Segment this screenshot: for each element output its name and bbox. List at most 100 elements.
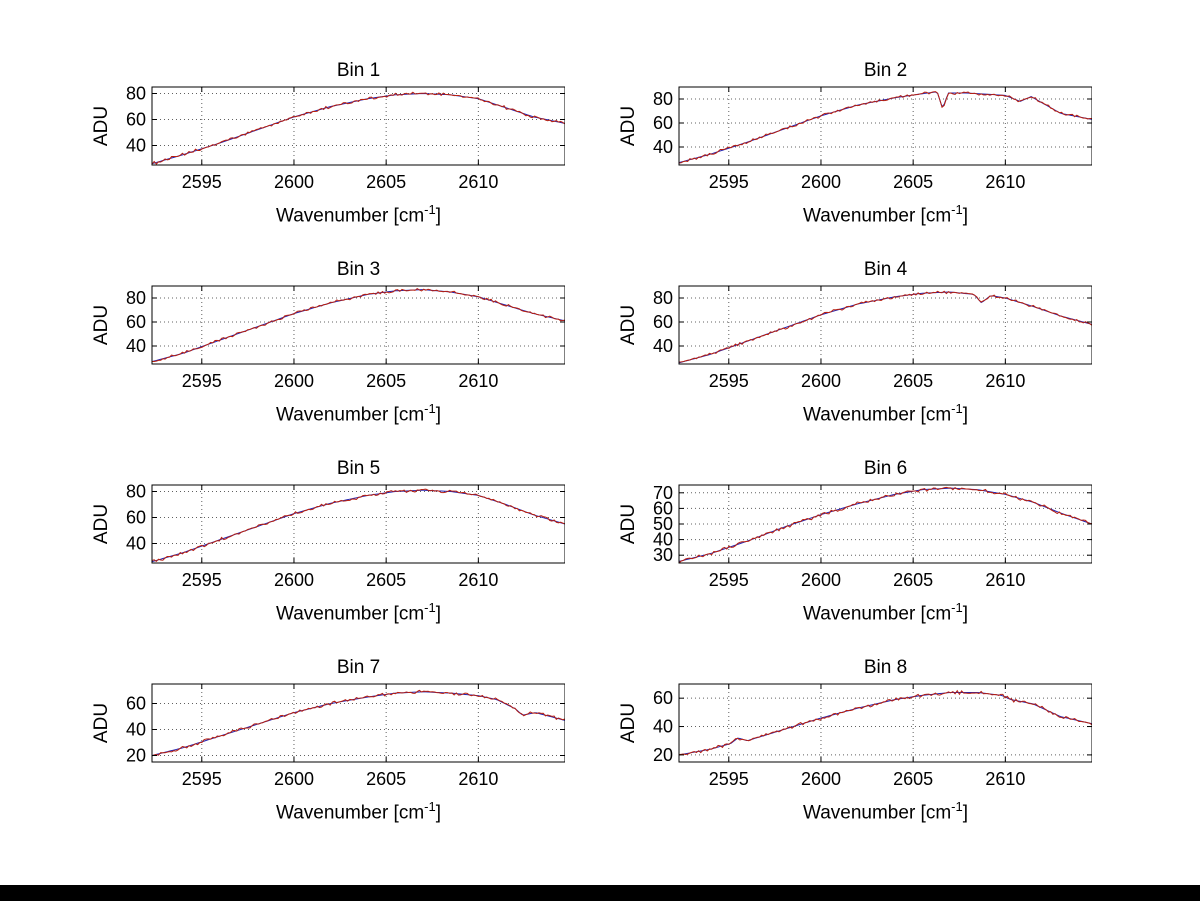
x-axis-label-close: ]: [435, 802, 441, 824]
axis-frame: [678, 484, 1092, 564]
series-data-line: [679, 486, 1092, 563]
x-tick-labels: 2595 2600 2605 2610: [709, 172, 1026, 192]
plot-area-bin-8: 2595 2600 2605 2610 20 40 60: [653, 683, 1092, 789]
plot-body: ADU 2595 2600 2605 2610 40 60 80: [617, 86, 1144, 198]
y-tick-label: 20: [126, 746, 146, 766]
gridlines: [152, 684, 565, 762]
y-tick-label: 40: [126, 534, 146, 554]
figure-grid: Bin 1 ADU 2595 2600 2605 2610 40 60 80 Wavenum…: [90, 58, 1144, 854]
x-axis-label-superscript: -1: [951, 600, 963, 615]
x-tick-label: 2595: [709, 371, 749, 391]
x-tick-label: 2605: [893, 769, 933, 789]
plot-area-bin-4: 2595 2600 2605 2610 40 60 80: [653, 285, 1092, 391]
axis-frame: [678, 285, 1092, 365]
y-tick-label: 60: [126, 508, 146, 528]
x-tick-labels: 2595 2600 2605 2610: [709, 371, 1026, 391]
gridlines: [679, 684, 1092, 762]
series-data-line: [152, 287, 565, 363]
y-axis-label-text: ADU: [618, 304, 639, 346]
plot-body: ADU 2595 2600 2605 2610 40 60 80: [90, 285, 617, 397]
y-tick-label: 80: [653, 89, 673, 109]
y-tick-label: 80: [653, 288, 673, 308]
x-tick-label: 2605: [893, 371, 933, 391]
gridlines: [152, 286, 565, 364]
x-axis-label-superscript: -1: [951, 799, 963, 814]
y-tick-label: 60: [653, 113, 673, 133]
x-tick-label: 2610: [458, 570, 498, 590]
plot-title: Bin 7: [336, 657, 381, 678]
y-tick-labels: 40 60 80: [126, 86, 146, 156]
x-tick-labels: 2595 2600 2605 2610: [182, 769, 499, 789]
y-axis-label: ADU: [618, 683, 639, 763]
y-tick-label: 60: [653, 688, 673, 708]
plot-title: Bin 3: [336, 259, 381, 280]
x-tick-label: 2605: [893, 172, 933, 192]
series-base-line: [679, 91, 1092, 164]
x-tick-label: 2600: [274, 371, 314, 391]
bottom-black-bar: [0, 885, 1200, 901]
tick-marks: [679, 286, 1092, 364]
gridlines: [679, 87, 1092, 165]
x-axis-label-text: Wavenumber [cm: [275, 603, 425, 625]
x-tick-labels: 2595 2600 2605 2610: [182, 570, 499, 590]
y-axis-label: ADU: [618, 86, 639, 166]
gridlines: [152, 87, 565, 165]
plot-title: Bin 8: [863, 657, 908, 678]
plot-area-bin-1: 2595 2600 2605 2610 40 60 80: [126, 86, 565, 192]
axis-frame: [678, 683, 1092, 763]
y-tick-label: 40: [126, 336, 146, 356]
plot-title: Bin 1: [336, 60, 381, 81]
subplot-bin-1: Bin 1 ADU 2595 2600 2605 2610 40 60 80 Wavenum…: [90, 58, 617, 257]
y-axis-label-text: ADU: [618, 503, 639, 545]
y-tick-labels: 40 60 80: [653, 288, 673, 356]
x-tick-label: 2600: [801, 371, 841, 391]
tick-marks: [152, 684, 565, 762]
series-base-line: [679, 487, 1092, 562]
subplot-bin-2: Bin 2 ADU 2595 2600 2605 2610 40 60 80 Wavenum…: [617, 58, 1144, 257]
y-tick-label: 40: [126, 720, 146, 740]
y-tick-label: 40: [653, 717, 673, 737]
subplot-bin-8: Bin 8 ADU 2595 2600 2605 2610 20 40 60 Wavenum…: [617, 655, 1144, 854]
x-tick-label: 2605: [366, 371, 406, 391]
subplot-bin-6: Bin 6 ADU 2595 2600 2605 2610 30 40 50 60 70 Wav…: [617, 456, 1144, 655]
x-tick-label: 2600: [274, 769, 314, 789]
y-axis-label-text: ADU: [91, 304, 112, 346]
series-data-line: [152, 488, 565, 563]
y-axis-label-text: ADU: [91, 105, 112, 147]
tick-marks: [679, 87, 1092, 165]
series-base-line: [152, 489, 565, 563]
x-tick-label: 2605: [366, 172, 406, 192]
x-tick-label: 2595: [182, 371, 222, 391]
y-axis-label-text: ADU: [91, 503, 112, 545]
x-tick-label: 2600: [274, 172, 314, 192]
x-tick-labels: 2595 2600 2605 2610: [182, 172, 499, 192]
plot-body: ADU 2595 2600 2605 2610 30 40 50 60 70: [617, 484, 1144, 596]
x-axis-label-superscript: -1: [424, 600, 436, 615]
x-tick-label: 2605: [366, 769, 406, 789]
x-axis-label-close: ]: [435, 603, 441, 625]
plot-body: ADU 2595 2600 2605 2610 40 60 80: [90, 484, 617, 596]
y-tick-labels: 40 60 80: [126, 288, 146, 356]
x-axis-label-superscript: -1: [424, 799, 436, 814]
x-axis-label-text: Wavenumber [cm: [275, 404, 425, 426]
x-axis-label: Wavenumber [cm-1]: [679, 401, 1092, 426]
y-axis-label: ADU: [618, 285, 639, 365]
y-tick-label: 40: [126, 136, 146, 156]
y-axis-label: ADU: [618, 484, 639, 564]
series-base-line: [152, 93, 565, 165]
x-axis-label-text: Wavenumber [cm: [275, 802, 425, 824]
plot-body: ADU 2595 2600 2605 2610 40 60 80: [90, 86, 617, 198]
series-base-line: [152, 691, 565, 756]
subplot-bin-5: Bin 5 ADU 2595 2600 2605 2610 40 60 80 Wavenum…: [90, 456, 617, 655]
y-tick-label: 80: [126, 484, 146, 502]
plot-body: ADU 2595 2600 2605 2610 20 40 60: [617, 683, 1144, 795]
x-axis-label: Wavenumber [cm-1]: [152, 600, 565, 625]
x-tick-label: 2595: [182, 570, 222, 590]
y-tick-label: 60: [126, 694, 146, 714]
plot-title: Bin 6: [863, 458, 908, 479]
x-tick-label: 2610: [458, 769, 498, 789]
axis-frame: [678, 86, 1092, 166]
tick-marks: [152, 286, 565, 364]
y-tick-label: 60: [126, 312, 146, 332]
